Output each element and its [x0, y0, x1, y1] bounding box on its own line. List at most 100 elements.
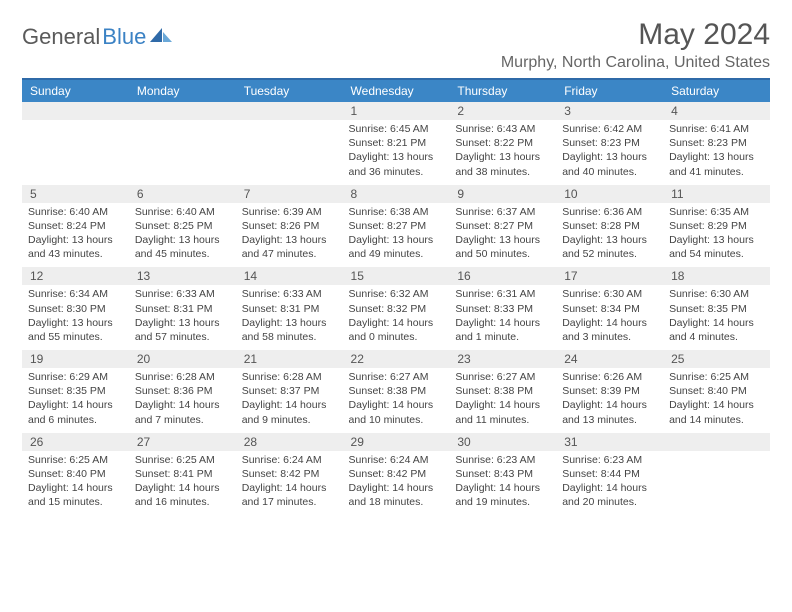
sunset-text: Sunset: 8:44 PM	[562, 467, 657, 481]
day-number: 2	[449, 102, 556, 120]
day-cell: Sunrise: 6:28 AMSunset: 8:37 PMDaylight:…	[236, 368, 343, 433]
day-info: Sunrise: 6:28 AMSunset: 8:36 PMDaylight:…	[135, 368, 230, 427]
info-row: Sunrise: 6:45 AMSunset: 8:21 PMDaylight:…	[22, 120, 770, 185]
day-number: 9	[449, 185, 556, 203]
sunrise-text: Sunrise: 6:23 AM	[562, 453, 657, 467]
day-number	[129, 102, 236, 120]
dow-tue: Tuesday	[236, 80, 343, 102]
sunset-text: Sunset: 8:31 PM	[242, 302, 337, 316]
location: Murphy, North Carolina, United States	[501, 54, 770, 72]
daylight-text: Daylight: 14 hours and 7 minutes.	[135, 398, 230, 426]
day-info: Sunrise: 6:33 AMSunset: 8:31 PMDaylight:…	[135, 285, 230, 344]
sunrise-text: Sunrise: 6:31 AM	[455, 287, 550, 301]
sunset-text: Sunset: 8:40 PM	[669, 384, 764, 398]
sunset-text: Sunset: 8:31 PM	[135, 302, 230, 316]
sunrise-text: Sunrise: 6:34 AM	[28, 287, 123, 301]
daylight-text: Daylight: 14 hours and 6 minutes.	[28, 398, 123, 426]
day-info: Sunrise: 6:27 AMSunset: 8:38 PMDaylight:…	[349, 368, 444, 427]
day-cell: Sunrise: 6:40 AMSunset: 8:25 PMDaylight:…	[129, 203, 236, 268]
day-info: Sunrise: 6:24 AMSunset: 8:42 PMDaylight:…	[349, 451, 444, 510]
daylight-text: Daylight: 13 hours and 40 minutes.	[562, 150, 657, 178]
day-info: Sunrise: 6:40 AMSunset: 8:25 PMDaylight:…	[135, 203, 230, 262]
day-cell: Sunrise: 6:33 AMSunset: 8:31 PMDaylight:…	[236, 285, 343, 350]
day-cell: Sunrise: 6:37 AMSunset: 8:27 PMDaylight:…	[449, 203, 556, 268]
sunset-text: Sunset: 8:27 PM	[349, 219, 444, 233]
day-cell: Sunrise: 6:33 AMSunset: 8:31 PMDaylight:…	[129, 285, 236, 350]
daylight-text: Daylight: 13 hours and 57 minutes.	[135, 316, 230, 344]
sunset-text: Sunset: 8:27 PM	[455, 219, 550, 233]
logo-sail-icon	[150, 26, 172, 49]
day-info: Sunrise: 6:33 AMSunset: 8:31 PMDaylight:…	[242, 285, 337, 344]
day-info: Sunrise: 6:37 AMSunset: 8:27 PMDaylight:…	[455, 203, 550, 262]
sunrise-text: Sunrise: 6:25 AM	[28, 453, 123, 467]
daynum-row: 19202122232425	[22, 350, 770, 368]
day-number: 25	[663, 350, 770, 368]
info-row: Sunrise: 6:40 AMSunset: 8:24 PMDaylight:…	[22, 203, 770, 268]
sunrise-text: Sunrise: 6:43 AM	[455, 122, 550, 136]
sunrise-text: Sunrise: 6:24 AM	[242, 453, 337, 467]
day-cell: Sunrise: 6:28 AMSunset: 8:36 PMDaylight:…	[129, 368, 236, 433]
sunset-text: Sunset: 8:33 PM	[455, 302, 550, 316]
day-info: Sunrise: 6:45 AMSunset: 8:21 PMDaylight:…	[349, 120, 444, 179]
sunrise-text: Sunrise: 6:27 AM	[455, 370, 550, 384]
daylight-text: Daylight: 13 hours and 38 minutes.	[455, 150, 550, 178]
logo: GeneralBlue	[22, 24, 172, 50]
sunrise-text: Sunrise: 6:25 AM	[669, 370, 764, 384]
day-number: 14	[236, 267, 343, 285]
day-number: 11	[663, 185, 770, 203]
calendar-body: 1234Sunrise: 6:45 AMSunset: 8:21 PMDayli…	[22, 102, 770, 515]
sunrise-text: Sunrise: 6:36 AM	[562, 205, 657, 219]
sunset-text: Sunset: 8:43 PM	[455, 467, 550, 481]
daylight-text: Daylight: 13 hours and 55 minutes.	[28, 316, 123, 344]
day-cell: Sunrise: 6:23 AMSunset: 8:43 PMDaylight:…	[449, 451, 556, 516]
daynum-row: 262728293031	[22, 433, 770, 451]
sunrise-text: Sunrise: 6:28 AM	[242, 370, 337, 384]
sunset-text: Sunset: 8:25 PM	[135, 219, 230, 233]
daylight-text: Daylight: 13 hours and 52 minutes.	[562, 233, 657, 261]
daylight-text: Daylight: 14 hours and 15 minutes.	[28, 481, 123, 509]
day-info: Sunrise: 6:32 AMSunset: 8:32 PMDaylight:…	[349, 285, 444, 344]
daylight-text: Daylight: 13 hours and 47 minutes.	[242, 233, 337, 261]
sunset-text: Sunset: 8:26 PM	[242, 219, 337, 233]
day-cell: Sunrise: 6:26 AMSunset: 8:39 PMDaylight:…	[556, 368, 663, 433]
daylight-text: Daylight: 13 hours and 43 minutes.	[28, 233, 123, 261]
sunset-text: Sunset: 8:37 PM	[242, 384, 337, 398]
day-info: Sunrise: 6:34 AMSunset: 8:30 PMDaylight:…	[28, 285, 123, 344]
day-number: 13	[129, 267, 236, 285]
day-info: Sunrise: 6:29 AMSunset: 8:35 PMDaylight:…	[28, 368, 123, 427]
day-cell: Sunrise: 6:27 AMSunset: 8:38 PMDaylight:…	[343, 368, 450, 433]
daylight-text: Daylight: 13 hours and 41 minutes.	[669, 150, 764, 178]
daylight-text: Daylight: 14 hours and 11 minutes.	[455, 398, 550, 426]
day-number: 15	[343, 267, 450, 285]
day-info: Sunrise: 6:42 AMSunset: 8:23 PMDaylight:…	[562, 120, 657, 179]
day-number: 6	[129, 185, 236, 203]
day-number: 26	[22, 433, 129, 451]
info-row: Sunrise: 6:25 AMSunset: 8:40 PMDaylight:…	[22, 451, 770, 516]
day-info: Sunrise: 6:39 AMSunset: 8:26 PMDaylight:…	[242, 203, 337, 262]
daynum-row: 1234	[22, 102, 770, 120]
info-row: Sunrise: 6:29 AMSunset: 8:35 PMDaylight:…	[22, 368, 770, 433]
day-cell: Sunrise: 6:25 AMSunset: 8:40 PMDaylight:…	[22, 451, 129, 516]
day-number: 16	[449, 267, 556, 285]
day-cell: Sunrise: 6:35 AMSunset: 8:29 PMDaylight:…	[663, 203, 770, 268]
day-cell	[663, 451, 770, 516]
title-block: May 2024 Murphy, North Carolina, United …	[501, 18, 770, 76]
sunset-text: Sunset: 8:39 PM	[562, 384, 657, 398]
day-cell: Sunrise: 6:24 AMSunset: 8:42 PMDaylight:…	[343, 451, 450, 516]
day-cell: Sunrise: 6:32 AMSunset: 8:32 PMDaylight:…	[343, 285, 450, 350]
dow-sat: Saturday	[663, 80, 770, 102]
dow-mon: Monday	[129, 80, 236, 102]
sunset-text: Sunset: 8:34 PM	[562, 302, 657, 316]
day-number: 30	[449, 433, 556, 451]
daylight-text: Daylight: 13 hours and 58 minutes.	[242, 316, 337, 344]
day-info: Sunrise: 6:23 AMSunset: 8:44 PMDaylight:…	[562, 451, 657, 510]
day-cell: Sunrise: 6:39 AMSunset: 8:26 PMDaylight:…	[236, 203, 343, 268]
day-number: 7	[236, 185, 343, 203]
sunset-text: Sunset: 8:42 PM	[349, 467, 444, 481]
sunset-text: Sunset: 8:30 PM	[28, 302, 123, 316]
day-cell: Sunrise: 6:42 AMSunset: 8:23 PMDaylight:…	[556, 120, 663, 185]
daylight-text: Daylight: 14 hours and 20 minutes.	[562, 481, 657, 509]
day-info: Sunrise: 6:35 AMSunset: 8:29 PMDaylight:…	[669, 203, 764, 262]
day-info: Sunrise: 6:31 AMSunset: 8:33 PMDaylight:…	[455, 285, 550, 344]
sunrise-text: Sunrise: 6:40 AM	[28, 205, 123, 219]
